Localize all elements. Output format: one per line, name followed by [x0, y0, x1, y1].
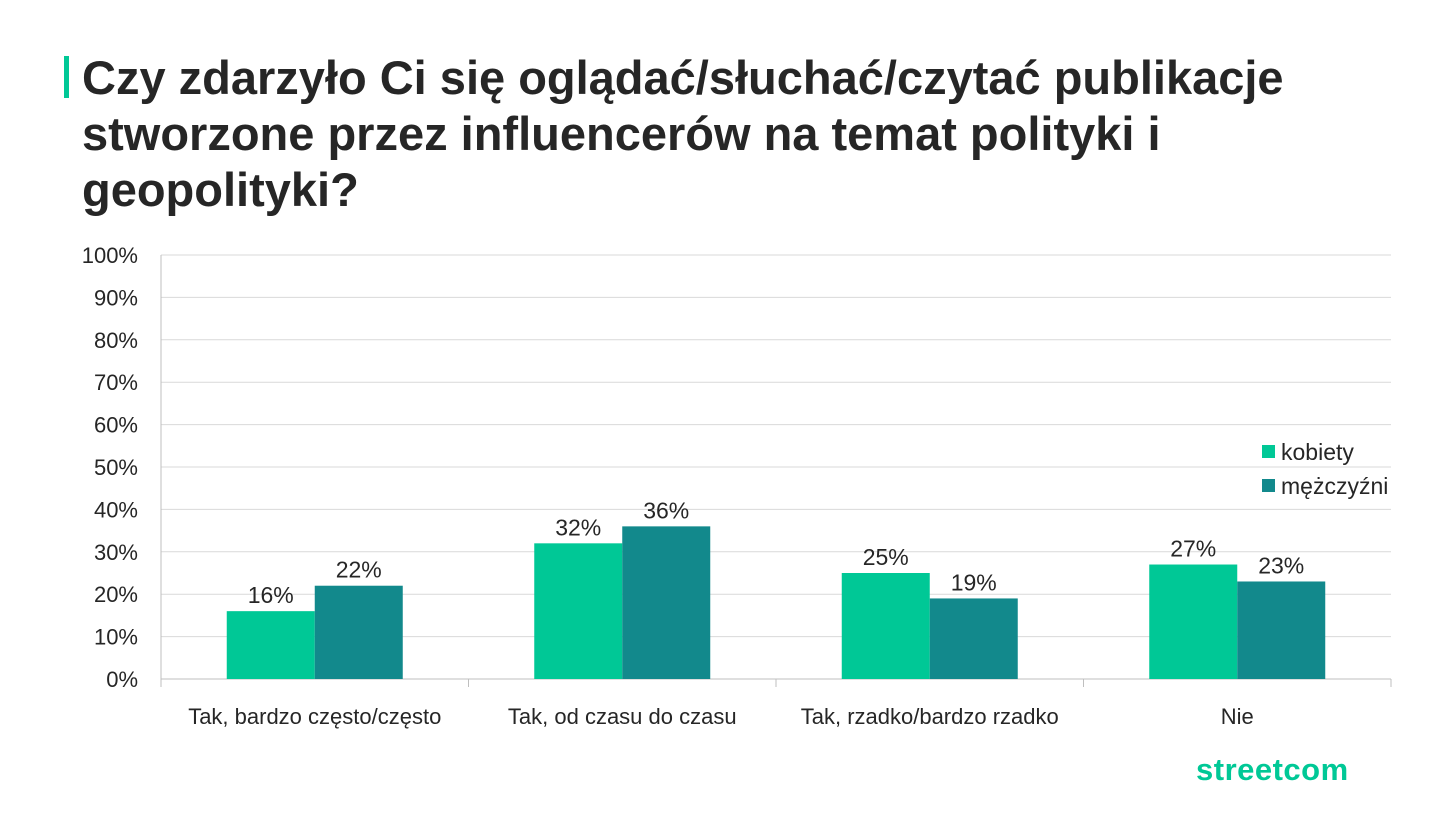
legend-swatch — [1262, 445, 1275, 458]
y-tick-label: 80% — [94, 328, 138, 353]
data-label: 23% — [1258, 552, 1304, 578]
x-category-label: Tak, bardzo często/często — [188, 704, 441, 729]
data-label: 16% — [248, 582, 294, 608]
bar-mezczyzni — [929, 598, 1018, 679]
bar-mezczyzni — [1237, 581, 1326, 679]
bar-kobiety — [226, 611, 315, 679]
y-tick-label: 60% — [94, 413, 138, 438]
y-tick-label: 90% — [94, 285, 138, 310]
y-tick-label: 30% — [94, 540, 138, 565]
chart-title: Czy zdarzyło Ci się oglądać/słuchać/czyt… — [82, 51, 1284, 216]
y-tick-label: 50% — [94, 455, 138, 480]
brand-logo: streetcom — [1196, 752, 1349, 787]
data-label: 22% — [336, 557, 382, 583]
x-category-label: Tak, rzadko/bardzo rzadko — [801, 704, 1059, 729]
y-tick-label: 0% — [106, 667, 138, 692]
legend-label: kobiety — [1281, 439, 1354, 465]
y-tick-label: 20% — [94, 582, 138, 607]
bar-mezczyzni — [314, 585, 403, 679]
data-label: 25% — [863, 544, 909, 570]
bar-kobiety — [841, 573, 930, 679]
data-label: 32% — [555, 514, 601, 540]
bar-kobiety — [1149, 564, 1238, 679]
data-label: 19% — [951, 569, 997, 595]
y-tick-label: 10% — [94, 625, 138, 650]
y-tick-label: 100% — [82, 243, 138, 268]
data-label: 27% — [1170, 536, 1216, 562]
bar-mezczyzni — [622, 526, 711, 679]
y-tick-label: 70% — [94, 370, 138, 395]
bar-kobiety — [534, 543, 623, 679]
legend-label: mężczyźni — [1281, 473, 1388, 499]
data-label: 36% — [643, 497, 689, 523]
title-accent-bar — [64, 56, 69, 98]
legend-swatch — [1262, 479, 1275, 492]
y-tick-label: 40% — [94, 497, 138, 522]
x-category-label: Tak, od czasu do czasu — [508, 704, 737, 729]
x-category-label: Nie — [1221, 704, 1254, 729]
